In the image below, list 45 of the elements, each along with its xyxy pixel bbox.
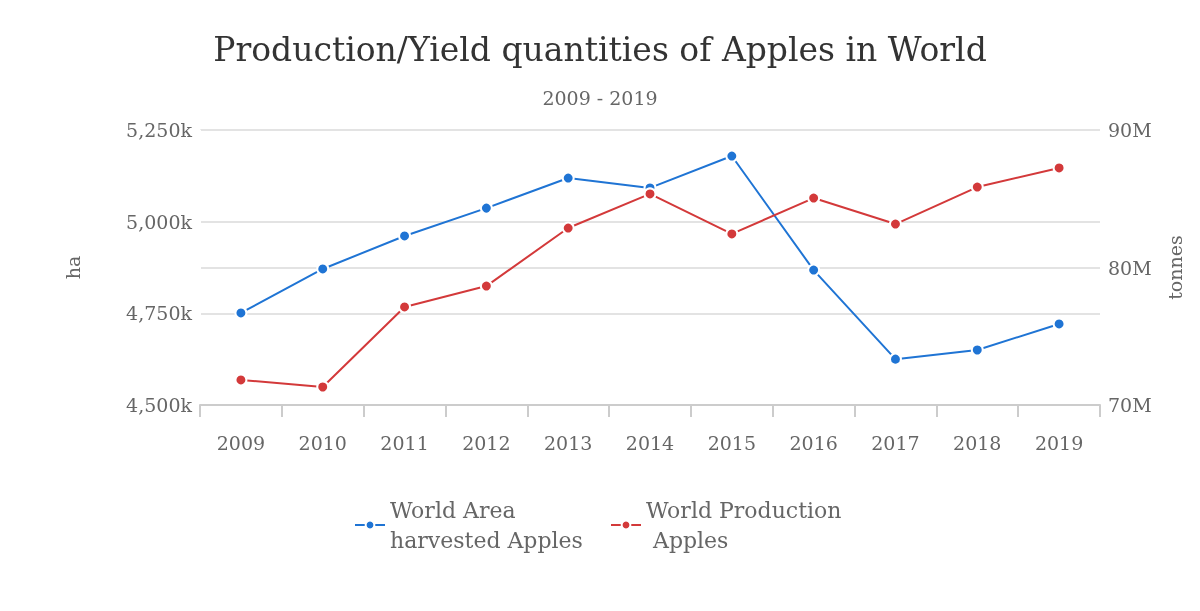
point [807,191,821,205]
y2-tick-label: 70M [1108,394,1152,416]
point [561,221,575,235]
y-tick-label: 4,500k [126,394,193,416]
x-tick-label: 2011 [380,431,429,454]
chart-title: Production/Yield quantities of Apples in World [213,30,987,69]
point [725,227,739,241]
point [479,279,493,293]
y2-tick-label: 80M [1108,256,1152,279]
chart-subtitle: 2009 - 2019 [542,86,658,109]
x-tick-label: 2017 [871,431,920,454]
point [1052,161,1066,175]
legend-label: World Area harvested Apples [390,497,583,553]
x-tick-label: 2012 [462,431,511,454]
x-tick-label: 2018 [953,431,1002,454]
point [316,262,330,276]
x-tick-label: 2013 [544,431,593,454]
y-tick-label: 4,750k [126,302,193,325]
point [398,300,412,314]
y-axis-title: ha [61,255,84,280]
x-tick-label: 2016 [789,431,838,454]
point [970,180,984,194]
point [888,352,902,366]
point [234,373,248,387]
y-tick-label: 5,000k [126,210,193,233]
x-tick-label: 2009 [216,431,266,454]
y-tick-label: 5,250k [126,119,193,141]
x-tick-label: 2014 [625,431,675,454]
x-tick-label: 2019 [1034,431,1084,454]
point [316,380,330,394]
y2-tick-label: 90M [1108,119,1152,141]
point [970,343,984,357]
x-tick-label: 2015 [707,431,756,454]
y2-axis-title: tonnes [1163,235,1186,300]
point [234,306,248,320]
point [398,229,412,243]
point [479,201,493,215]
point [643,187,657,201]
point [725,149,739,163]
x-tick-label: 2010 [298,431,347,454]
point [888,217,902,231]
point [807,263,821,277]
point [561,171,575,185]
legend-label: World Production Apples [646,497,842,553]
point [1052,317,1066,331]
